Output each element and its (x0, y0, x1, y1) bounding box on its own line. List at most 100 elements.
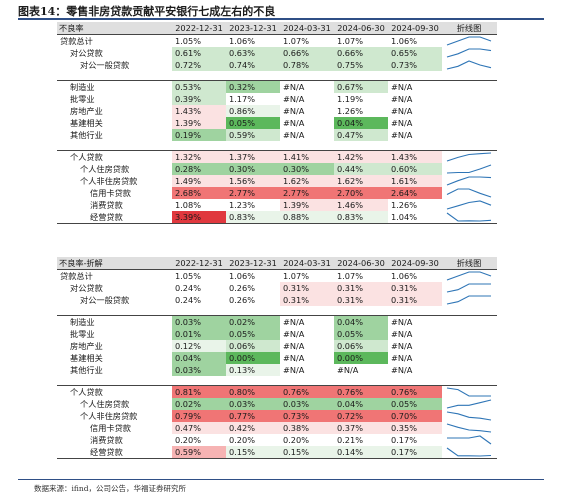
table-row: 个人非住房贷款 0.79% 0.77% 0.73% 0.72% 0.70% (57, 410, 497, 422)
value-cell: 0.02% (172, 398, 226, 410)
sparkline-path (446, 152, 492, 162)
title-rule (18, 18, 544, 20)
value-cell: 0.73% (280, 410, 334, 422)
value-cell: 0.70% (388, 410, 442, 422)
header-period: 2024-06-30 (337, 23, 385, 33)
value-cell: #N/A (388, 364, 442, 376)
value-cell: #N/A (280, 352, 334, 364)
sparkline (446, 447, 492, 457)
sparkline (446, 188, 492, 198)
value-cell: 0.04% (334, 117, 388, 129)
row-label: 制造业 (70, 82, 95, 92)
table-row: 消费贷款 0.20% 0.20% 0.20% 0.21% 0.17% (57, 434, 497, 446)
value-cell: 0.12% (172, 340, 226, 352)
table-row: 基建相关 1.39% 0.05% #N/A 0.04% #N/A (57, 117, 497, 129)
table-row: 贷款总计 1.05% 1.06% 1.07% 1.07% 1.06% (57, 35, 497, 47)
table-bottom-rule (57, 223, 497, 224)
value-cell: 1.06% (226, 270, 280, 282)
header-period: 2022-12-31 (175, 258, 223, 268)
sparkline-cell (441, 294, 497, 306)
value-cell: 0.60% (388, 163, 442, 175)
table-row: 对公贷款 0.24% 0.26% 0.31% 0.31% 0.31% (57, 282, 497, 294)
table-row: 信用卡贷款 0.47% 0.42% 0.38% 0.37% 0.35% (57, 422, 497, 434)
value-cell: 1.49% (172, 175, 226, 187)
value-cell: 0.13% (226, 364, 280, 376)
sparkline (446, 212, 492, 222)
header-period: 2024-09-30 (391, 258, 439, 268)
value-cell: 0.30% (280, 163, 334, 175)
value-cell: 2.68% (172, 187, 226, 199)
value-cell: 0.15% (280, 446, 334, 458)
value-cell: 0.03% (172, 364, 226, 376)
value-cell: 1.37% (226, 151, 280, 163)
sparkline (446, 423, 492, 433)
row-label: 消费贷款 (90, 200, 123, 210)
sparkline (446, 36, 492, 46)
value-cell: 0.05% (388, 398, 442, 410)
value-cell: 0.00% (226, 352, 280, 364)
sparkline (446, 271, 492, 281)
value-cell: 0.32% (226, 81, 280, 93)
sparkline (446, 200, 492, 210)
header-period: 2023-12-31 (229, 23, 277, 33)
value-cell: 0.76% (334, 386, 388, 398)
table-row: 贷款总计 1.05% 1.06% 1.07% 1.07% 1.06% (57, 270, 497, 282)
row-label: 批零业 (70, 94, 95, 104)
table-row: 其他行业 0.03% 0.13% #N/A #N/A #N/A (57, 364, 497, 376)
sparkline-cell (441, 211, 497, 223)
sparkline (446, 387, 491, 397)
sparkline (446, 295, 491, 305)
value-cell: 1.43% (388, 151, 442, 163)
sparkline-path (446, 423, 492, 433)
value-cell: 0.05% (226, 117, 280, 129)
value-cell: 0.76% (388, 386, 442, 398)
value-cell: #N/A (388, 316, 442, 328)
value-cell: 0.02% (226, 316, 280, 328)
value-cell: 0.78% (280, 59, 334, 71)
value-cell: 0.59% (226, 129, 280, 141)
value-cell: 2.77% (280, 187, 334, 199)
value-cell: #N/A (388, 117, 442, 129)
sparkline-path (446, 164, 492, 174)
value-cell: 1.61% (388, 175, 442, 187)
value-cell: 0.05% (226, 328, 280, 340)
value-cell: #N/A (280, 364, 334, 376)
value-cell: 0.63% (226, 47, 280, 59)
value-cell: 0.31% (334, 294, 388, 306)
sparkline-cell (441, 163, 497, 175)
table-row: 个人贷款 1.32% 1.37% 1.41% 1.42% 1.43% (57, 151, 497, 163)
value-cell: 0.73% (388, 59, 442, 71)
table-row: 消费贷款 1.08% 1.23% 1.39% 1.46% 1.26% (57, 199, 497, 211)
table-header-row: 不良率-折解 2022-12-31 2023-12-31 2024-03-31 2024… (57, 257, 497, 269)
header-period: 2022-12-31 (175, 23, 223, 33)
value-cell: 0.31% (388, 294, 442, 306)
value-cell: 0.21% (334, 434, 388, 446)
value-cell: 0.76% (280, 386, 334, 398)
sparkline-path (447, 435, 492, 445)
sparkline (446, 164, 492, 174)
group-separator (57, 34, 497, 35)
sparkline-path (446, 295, 491, 305)
sparkline (447, 435, 492, 445)
value-cell: 0.26% (226, 282, 280, 294)
sparkline-cell (441, 151, 497, 163)
table-row: 房地产业 1.43% 0.86% #N/A 1.26% #N/A (57, 105, 497, 117)
sparkline-cell (441, 422, 497, 434)
sparkline-cell (441, 410, 497, 422)
header-sparkline-label: 折线图 (456, 258, 482, 268)
value-cell: 0.81% (172, 386, 226, 398)
value-cell: 0.04% (172, 352, 226, 364)
sparkline (446, 48, 492, 58)
sparkline (446, 399, 492, 409)
value-cell: 0.05% (334, 328, 388, 340)
sparkline (446, 283, 491, 293)
value-cell: 0.31% (280, 294, 334, 306)
source-note: 数据来源：ifind，公司公告，华福证券研究所 (34, 484, 187, 493)
group-separator (57, 315, 497, 316)
value-cell: 0.17% (388, 446, 442, 458)
table-row: 信用卡贷款 2.68% 2.77% 2.77% 2.70% 2.64% (57, 187, 497, 199)
value-cell: 2.64% (388, 187, 442, 199)
value-cell: 0.31% (334, 282, 388, 294)
table-row: 个人住房贷款 0.28% 0.30% 0.30% 0.44% 0.60% (57, 163, 497, 175)
figure-title: 图表14：零售非房贷款贡献平安银行七成左右的不良 (18, 5, 276, 18)
